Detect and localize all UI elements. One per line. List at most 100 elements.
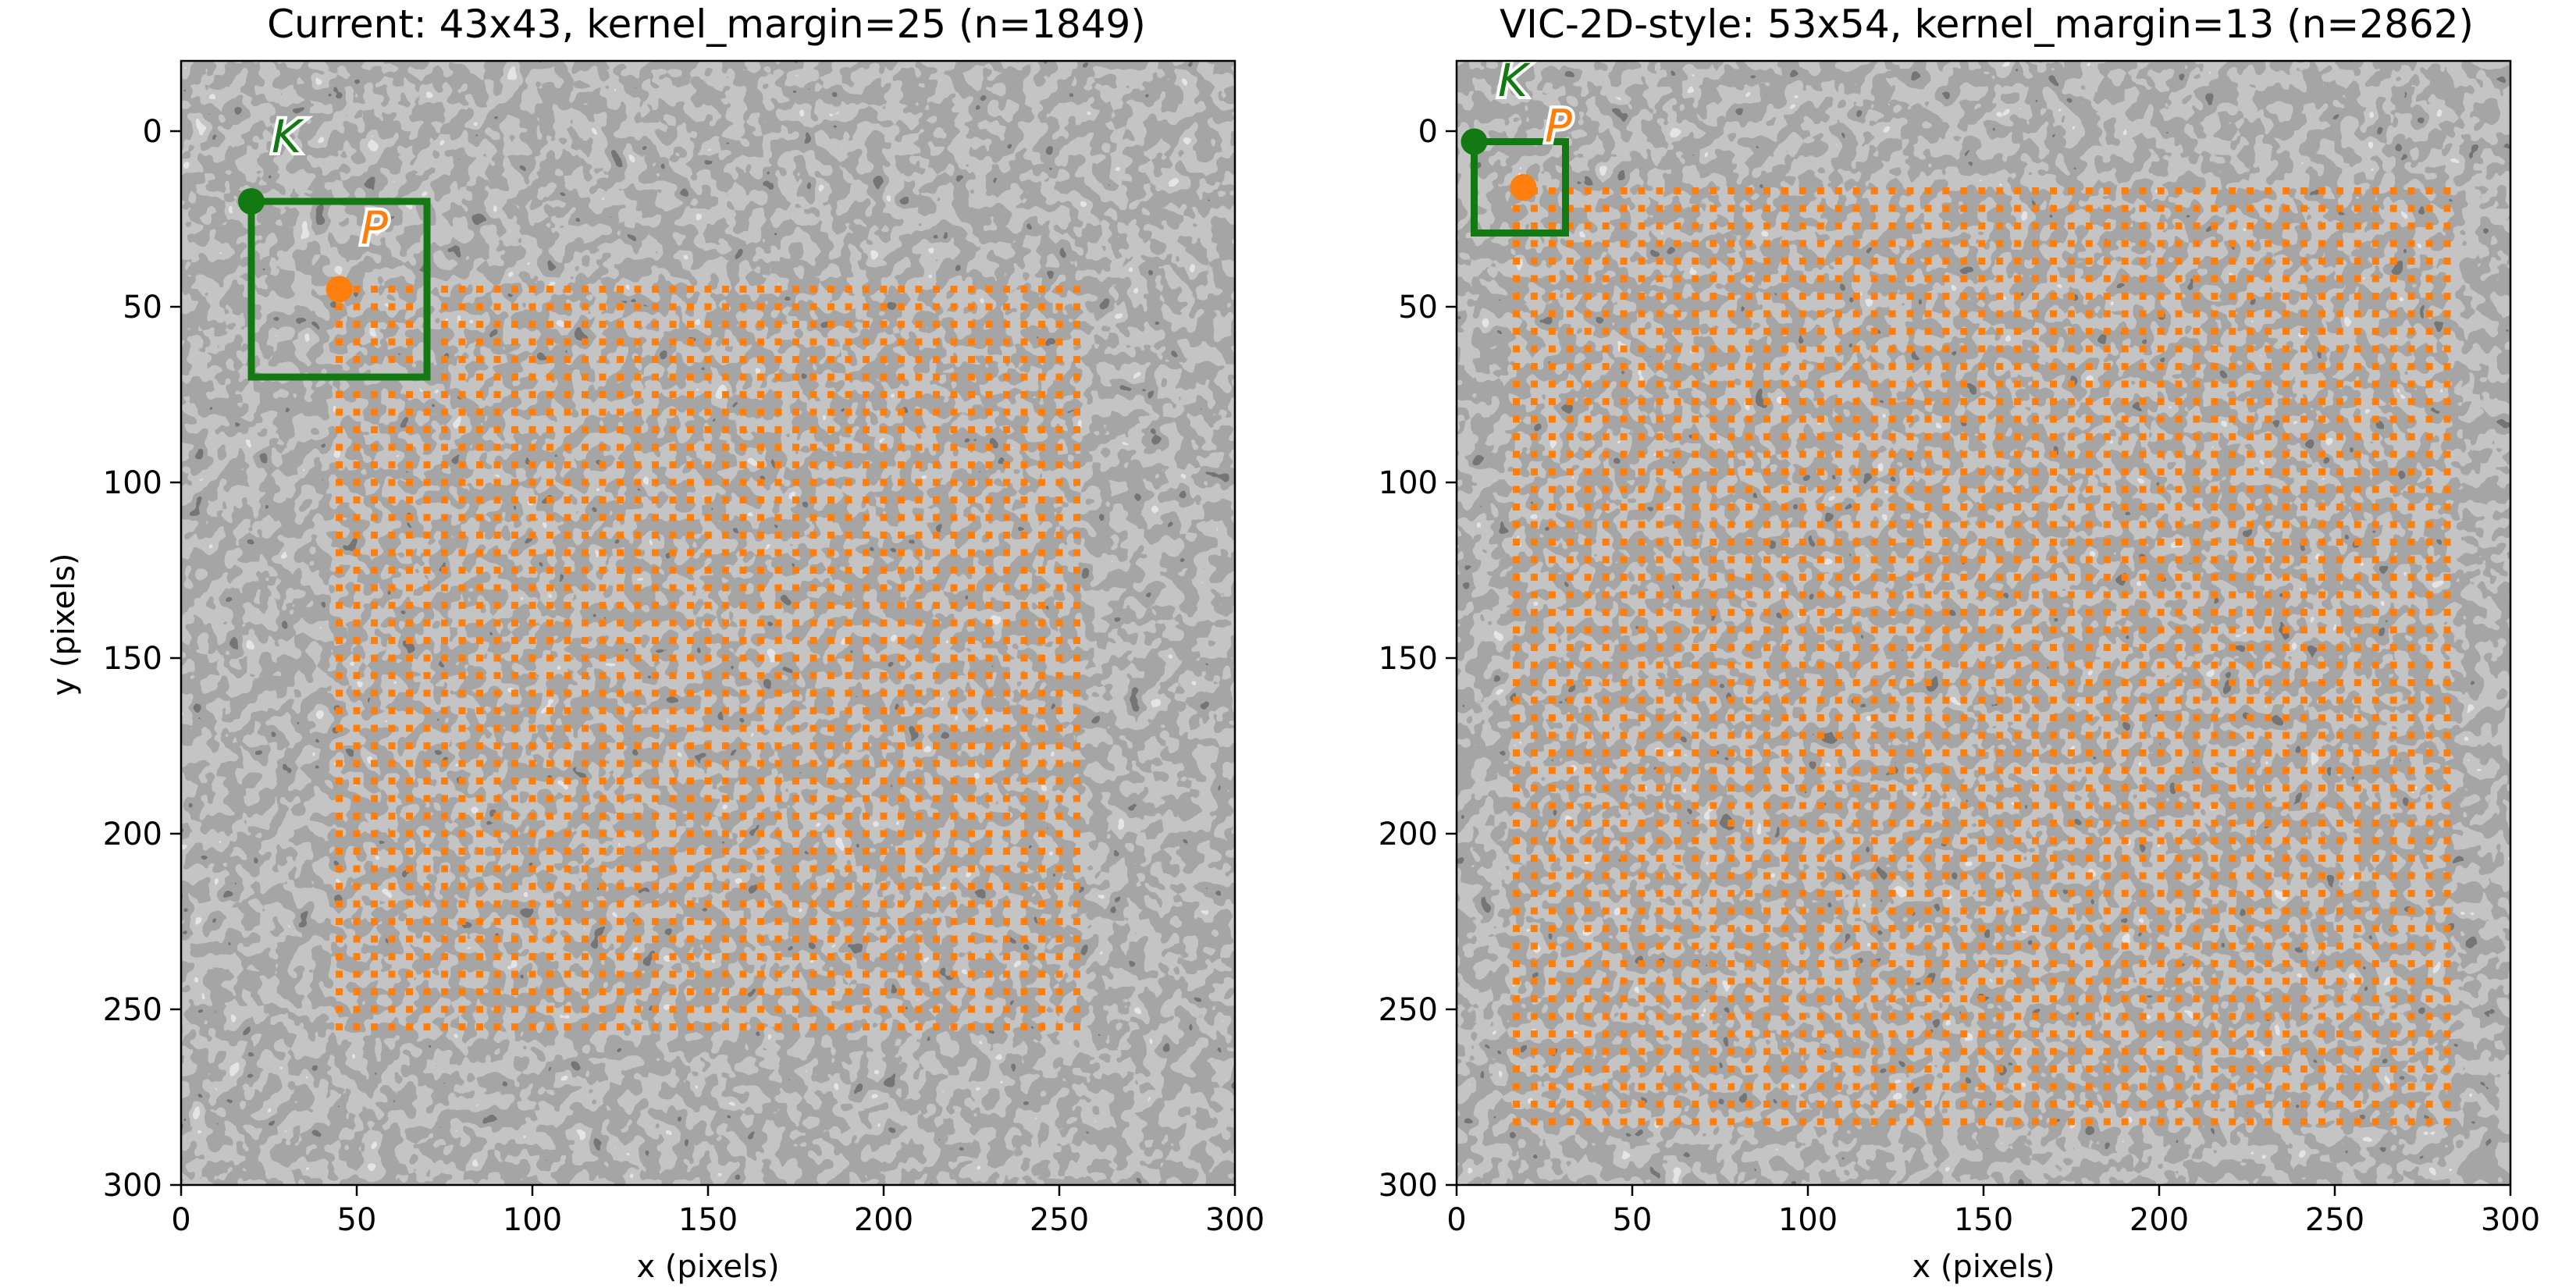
left-grid-point (774, 1023, 782, 1030)
right-grid-point (2407, 539, 2415, 546)
right-grid-point (2354, 258, 2361, 265)
right-grid-point (1763, 521, 1771, 528)
left-grid-point (1020, 321, 1028, 328)
right-grid-point (2300, 731, 2307, 739)
left-grid-point (582, 321, 589, 328)
left-y-tick-label: 250 (103, 992, 162, 1028)
right-grid-point (1924, 767, 1932, 774)
right-grid-point (1584, 222, 1592, 229)
right-grid-point (1852, 907, 1860, 915)
left-grid-point (476, 689, 483, 697)
left-grid-point (985, 918, 993, 925)
right-grid-point (2032, 696, 2039, 704)
right-grid-point (2175, 749, 2183, 756)
right-grid-point (1674, 960, 1681, 967)
right-grid-point (1888, 1083, 1896, 1091)
right-grid-point (2139, 609, 2147, 616)
right-grid-point (2229, 205, 2236, 212)
left-grid-point (933, 549, 940, 557)
left-grid-point (950, 619, 958, 627)
right-grid-point (2067, 503, 2075, 511)
left-grid-point (582, 795, 589, 802)
left-grid-point (582, 724, 589, 732)
left-grid-point (652, 970, 659, 978)
right-grid-point (2193, 556, 2201, 564)
right-grid-point (1745, 679, 1753, 686)
right-grid-point (2050, 468, 2057, 475)
left-grid-point (336, 514, 343, 521)
right-grid-point (2103, 1083, 2111, 1091)
right-grid-point (2211, 556, 2218, 564)
right-grid-point (2032, 591, 2039, 599)
right-grid-point (2121, 1012, 2129, 1020)
right-grid-point (1566, 187, 1574, 194)
right-grid-point (2121, 205, 2129, 212)
left-grid-point (827, 321, 834, 328)
right-grid-point (1710, 1083, 1717, 1091)
right-grid-point (1978, 679, 1986, 686)
left-grid-point (546, 338, 553, 346)
right-grid-point (2247, 960, 2254, 967)
right-grid-point (2014, 679, 2022, 686)
right-grid-point (1674, 275, 1681, 283)
left-grid-point (406, 602, 413, 609)
left-grid-point (898, 408, 905, 416)
left-grid-point (792, 953, 799, 960)
left-grid-point (458, 303, 466, 311)
right-grid-point (1727, 310, 1735, 318)
right-grid-point (2354, 187, 2361, 194)
right-grid-point (2300, 275, 2307, 283)
left-grid-point (722, 970, 729, 978)
left-grid-point (511, 637, 518, 644)
left-grid-point (652, 918, 659, 925)
left-grid-point (1003, 303, 1010, 311)
left-grid-point (809, 584, 817, 592)
right-grid-point (2407, 925, 2415, 932)
left-grid-point (669, 672, 677, 679)
right-grid-point (1674, 398, 1681, 405)
left-grid-point (863, 795, 870, 802)
right-grid-point (2067, 820, 2075, 827)
right-grid-point (2139, 222, 2147, 229)
left-grid-point (933, 689, 940, 697)
left-grid-point (336, 443, 343, 451)
right-grid-point (2121, 785, 2129, 792)
right-grid-point (2157, 872, 2165, 880)
left-grid-point (582, 848, 589, 855)
right-grid-point (2300, 820, 2307, 827)
right-grid-point (2121, 398, 2129, 405)
left-grid-point (933, 672, 940, 679)
right-grid-point (2443, 696, 2451, 704)
left-grid-point (898, 830, 905, 838)
right-grid-point (1692, 837, 1699, 845)
left-grid-point (1038, 549, 1045, 557)
left-grid-point (985, 742, 993, 749)
right-grid-point (1745, 1101, 1753, 1108)
right-grid-point (2407, 574, 2415, 581)
right-grid-point (1530, 1030, 1538, 1037)
right-grid-point (1548, 187, 1556, 194)
left-grid-point (880, 848, 888, 855)
left-grid-point (353, 813, 361, 820)
left-grid-point (617, 935, 624, 943)
right-grid-point (1584, 1030, 1592, 1037)
left-grid-point (1038, 321, 1045, 328)
right-grid-point (1638, 1066, 1646, 1073)
right-grid-point (2371, 837, 2379, 845)
right-grid-point (1745, 802, 1753, 809)
left-grid-point (880, 1005, 888, 1013)
left-grid-point (722, 321, 729, 328)
right-grid-point (1656, 731, 1663, 739)
left-grid-point (617, 443, 624, 451)
right-grid-point (1996, 942, 2004, 950)
right-grid-point (2032, 503, 2039, 511)
right-grid-point (2407, 486, 2415, 493)
left-grid-point (950, 496, 958, 503)
right-grid-point (1566, 293, 1574, 300)
left-grid-point (441, 707, 448, 714)
left-grid-point (898, 338, 905, 346)
left-grid-point (353, 549, 361, 557)
right-grid-point (2067, 1030, 2075, 1037)
left-grid-point (792, 900, 799, 908)
right-grid-point (1727, 574, 1735, 581)
